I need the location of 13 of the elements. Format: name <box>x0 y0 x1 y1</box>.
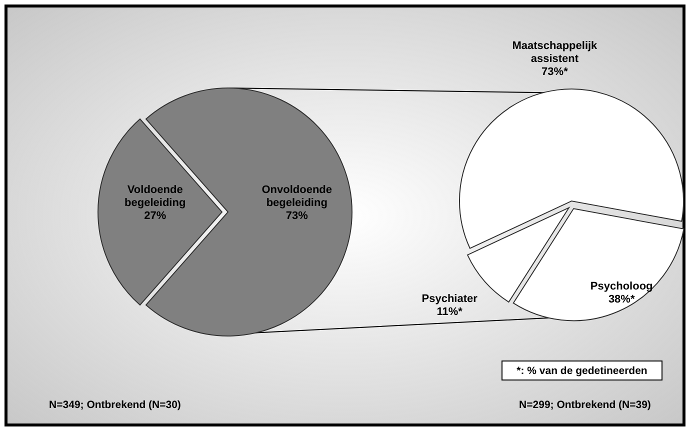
slice-label: Maatschappelijk assistent <box>512 40 598 65</box>
text: N=349; Ontbrekend (N=30) <box>49 399 181 411</box>
slice-label: Psychiater <box>422 293 478 306</box>
data-label: 73%* <box>542 66 569 78</box>
slice-label: Onvoldoende begeleiding <box>262 184 332 209</box>
data-label: 73% <box>286 210 308 222</box>
data-label: 38%* <box>608 293 636 306</box>
text: *: % van de gedetineerden <box>516 365 648 377</box>
data-label: 27% <box>144 210 166 222</box>
text: N=299; Ontbrekend (N=39) <box>519 399 651 411</box>
slice-label: Voldoende begeleiding <box>124 184 186 209</box>
data-label: 11%* <box>436 306 464 318</box>
slice-label: Psycholoog <box>590 280 653 292</box>
